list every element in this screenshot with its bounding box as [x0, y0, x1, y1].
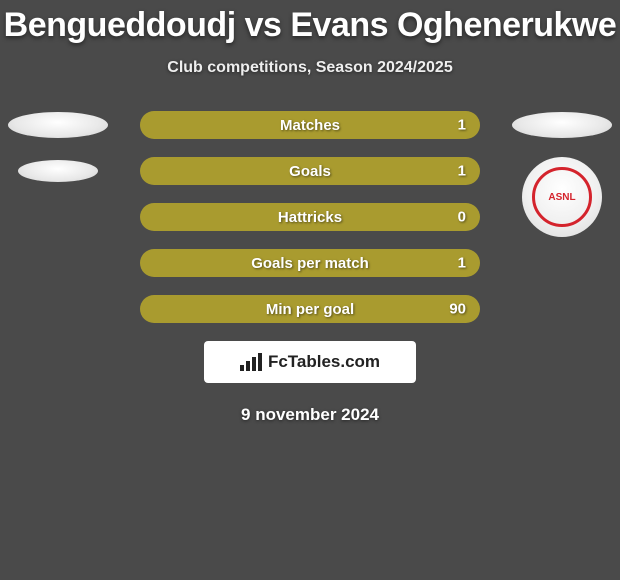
stat-value: 90: [449, 301, 466, 318]
stat-bar: Goals per match 1: [140, 249, 480, 277]
stat-bar: Hattricks 0: [140, 203, 480, 231]
avatar-placeholder-icon: [18, 160, 98, 182]
stat-bar: Goals 1: [140, 157, 480, 185]
attribution-text: FcTables.com: [268, 352, 380, 372]
avatar-placeholder-icon: [8, 112, 108, 138]
player-left-avatar: [8, 157, 108, 185]
stat-label: Min per goal: [266, 301, 354, 318]
stat-label: Goals per match: [251, 255, 369, 272]
stats-rows: Matches1Goals1ASNLHattricks0Goals per ma…: [0, 111, 620, 323]
stat-bar: Matches 1: [140, 111, 480, 139]
date-text: 9 november 2024: [0, 405, 620, 425]
stat-row: Goals per match 1: [0, 249, 620, 277]
stat-label: Matches: [280, 117, 340, 134]
stat-value: 0: [458, 209, 466, 226]
stat-label: Hattricks: [278, 209, 342, 226]
page-title: Bengueddoudj vs Evans Oghenerukwe: [0, 0, 620, 45]
stat-value: 1: [458, 255, 466, 272]
player-left-avatar: [8, 111, 108, 139]
player-right-avatar: [512, 111, 612, 139]
attribution-badge: FcTables.com: [204, 341, 416, 383]
stat-row: Hattricks 0: [0, 203, 620, 231]
avatar-placeholder-icon: [512, 112, 612, 138]
stat-bar: Min per goal 90: [140, 295, 480, 323]
stat-label: Goals: [289, 163, 331, 180]
stat-value: 1: [458, 163, 466, 180]
stat-row: Min per goal 90: [0, 295, 620, 323]
bars-icon: [240, 353, 262, 371]
subtitle: Club competitions, Season 2024/2025: [0, 59, 620, 77]
stat-row: Matches 1: [0, 111, 620, 139]
stat-value: 1: [458, 117, 466, 134]
stat-row: Goals1ASNL: [0, 157, 620, 185]
